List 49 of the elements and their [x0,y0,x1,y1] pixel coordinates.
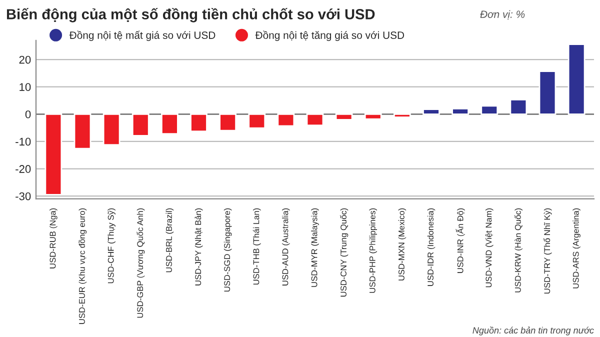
bar [510,99,528,115]
chart-subtitle: Đơn vị: % [480,10,525,20]
bar [277,113,295,127]
legend-label: Đồng nội tệ mất giá so với USD [69,30,216,41]
bar [364,113,382,120]
x-tick-label: USD-SGD (Singapore) [224,208,232,292]
x-tick-label: USD-CNY (Trung Quốc) [340,208,348,297]
x-tick-label: USD-TRY (Thổ Nhĩ Kỳ) [543,208,552,294]
x-tick-label: USD-AUD (Australia) [282,208,290,286]
y-tick-label: -30 [16,192,31,200]
x-tick-label: USD-RUB (Nga) [50,208,58,268]
x-tick-label: USD-KRW (Hàn Quốc) [514,208,522,292]
y-tick-label: -10 [16,138,31,146]
x-tick-label: USD-GBP (Vương Quốc Anh) [136,208,145,318]
bar [132,113,150,136]
x-tick-label: USD-ARS (Argentina) [572,208,580,288]
bar [248,113,266,129]
bar [74,113,92,150]
text: Nguồn: các bản tin trong nước [472,326,594,336]
bar [219,113,236,132]
bar [452,108,469,115]
legend-label: Đồng nội tệ tăng giá so với USD [255,30,404,41]
x-tick-label: USD-VND (Việt Nam) [485,208,494,288]
bar [102,113,120,146]
x-tick-label: USD-IDR (Indonesia) [427,208,436,286]
y-tick-label: 20 [19,56,31,64]
bar [480,105,498,115]
y-tick-label: 0 [25,110,31,118]
y-tick-label: -20 [16,165,31,173]
bar [161,113,178,135]
x-tick-label: USD-JPY (Nhật Bản) [194,208,203,286]
x-tick-label: USD-INR (Ấn Độ) [456,208,465,273]
x-tick-label: USD-BRL (Brazil) [166,208,174,272]
chart-title: Biến động của một số đồng tiền chủ chốt so với USD [6,8,375,22]
bar [44,113,62,196]
x-tick-label: USD-MYR (Malaysia) [311,208,319,287]
y-tick-label: 10 [20,83,31,91]
x-tick-label: USD-EUR (Khu vực đồng euro) [78,208,87,324]
x-tick-label: USD-PHP (Philippines) [369,208,378,293]
bar [335,113,353,120]
bar [568,44,586,115]
bar [538,70,556,115]
bar [394,113,411,118]
x-tick-label: USD-THB (Thái Lan) [252,208,261,285]
x-tick-label: USD-MXN (Mexico) [398,208,406,280]
bar [306,113,324,126]
bar [190,113,208,132]
bar [422,108,440,115]
x-tick-label: USD-CHF (Thụy Sỹ) [108,208,116,284]
